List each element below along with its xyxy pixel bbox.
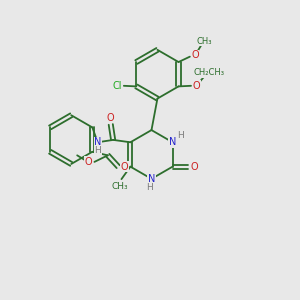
Text: O: O <box>121 162 129 172</box>
Text: O: O <box>84 157 92 167</box>
Text: O: O <box>107 113 115 123</box>
Text: Cl: Cl <box>112 81 122 91</box>
Text: H: H <box>94 146 101 155</box>
Text: CH₃: CH₃ <box>112 182 128 191</box>
Text: O: O <box>193 81 200 91</box>
Text: N: N <box>94 137 101 147</box>
Text: H: H <box>147 183 153 192</box>
Text: N: N <box>148 174 155 184</box>
Text: CH₃: CH₃ <box>197 37 212 46</box>
Text: O: O <box>191 50 199 60</box>
Text: O: O <box>191 162 198 172</box>
Text: H: H <box>177 131 184 140</box>
Text: N: N <box>169 137 176 147</box>
Text: CH₂CH₃: CH₂CH₃ <box>194 68 225 77</box>
